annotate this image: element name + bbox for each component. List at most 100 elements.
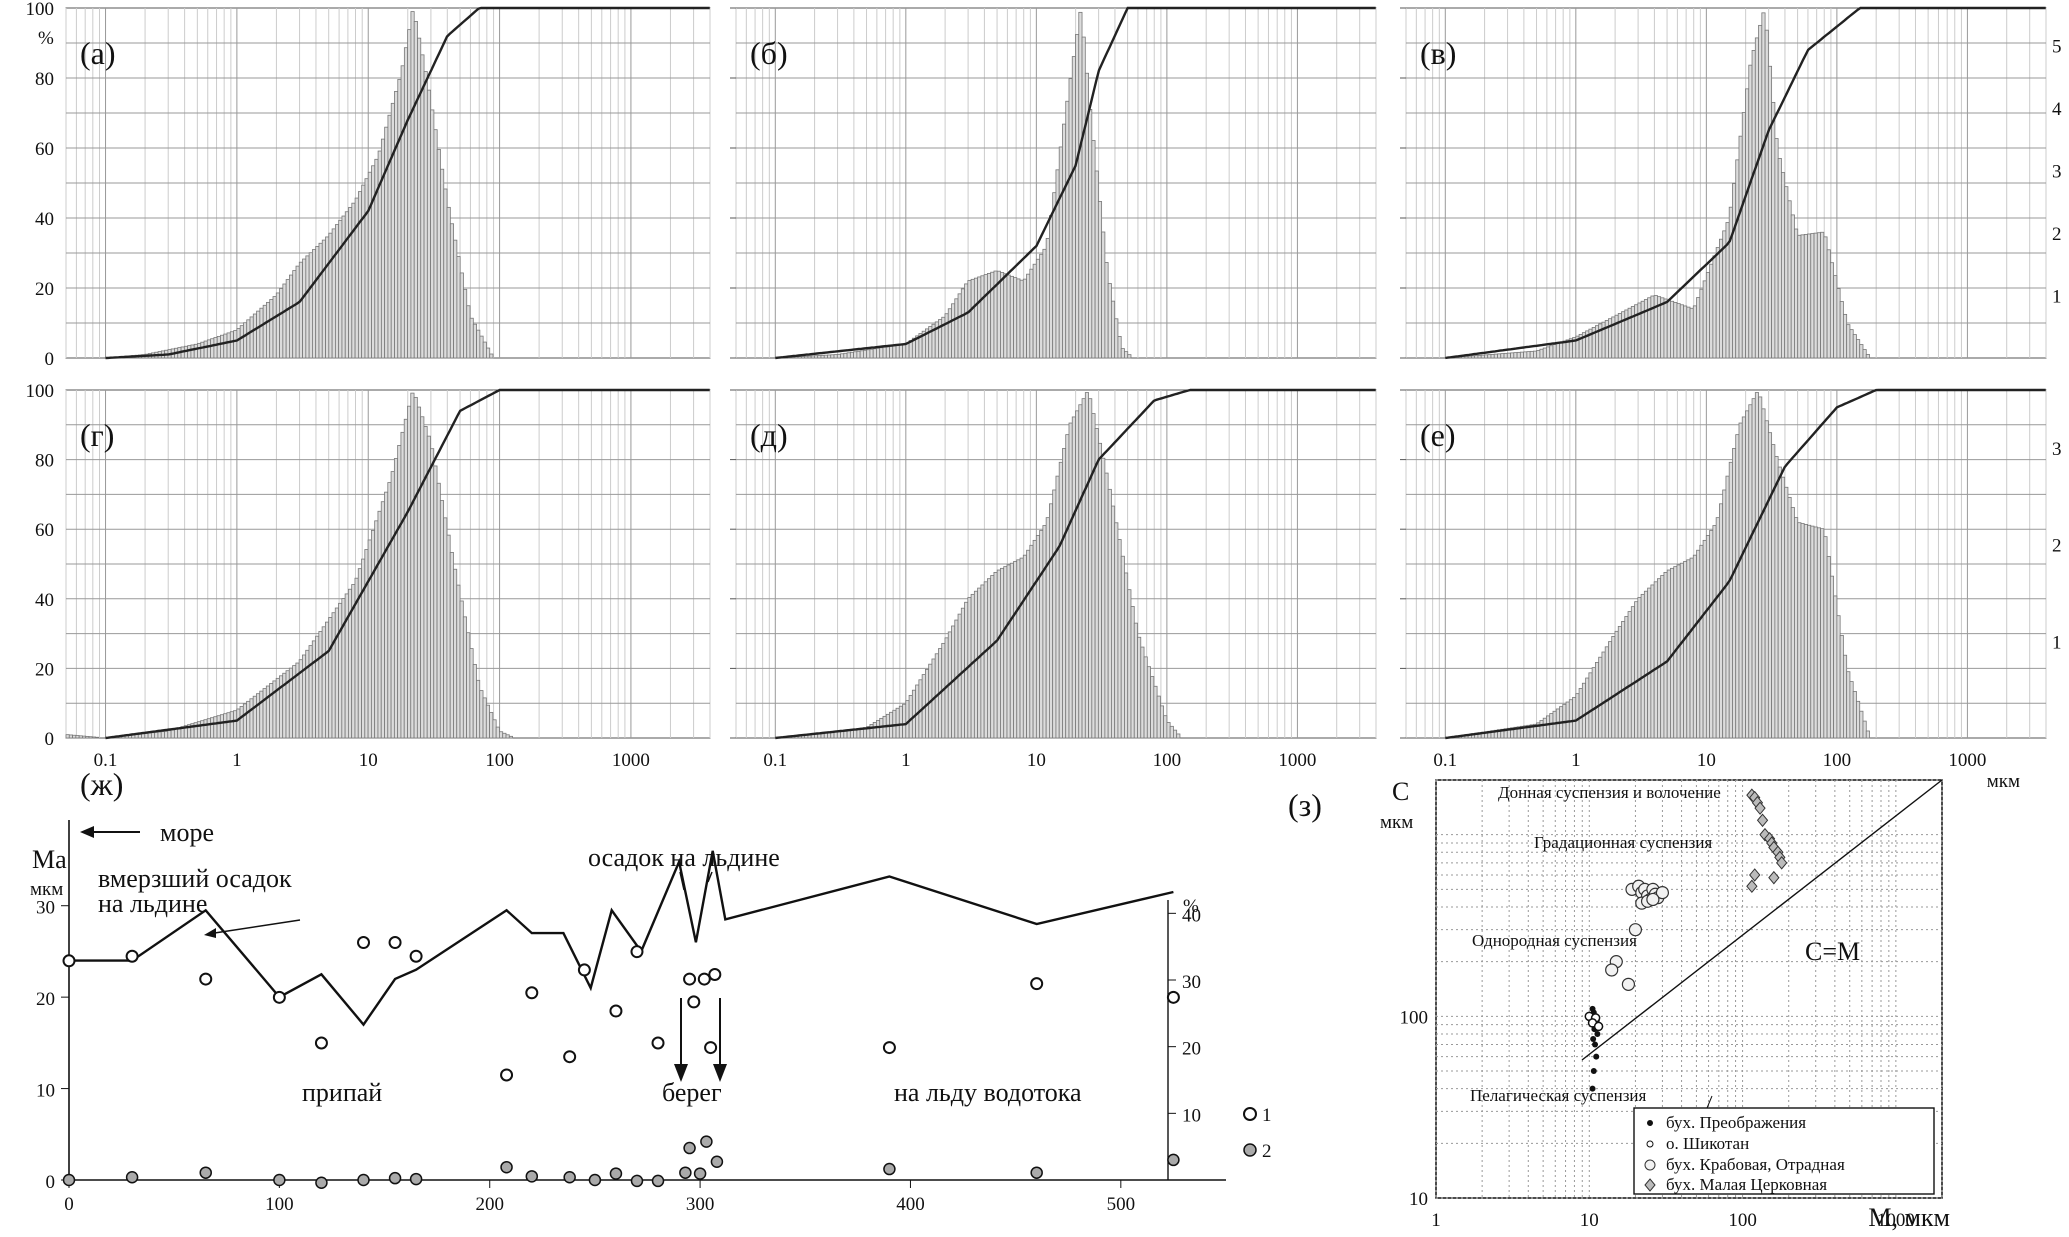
histogram-bar xyxy=(486,347,491,359)
histogram-bar xyxy=(1660,297,1665,359)
series-1-point xyxy=(882,1041,896,1055)
histogram-bar xyxy=(1829,262,1835,359)
histogram-bar xyxy=(361,184,366,359)
histogram-bar xyxy=(328,232,333,359)
histogram-panel: 0.1 1 10 100 1000 (д) xyxy=(730,388,1377,771)
x-tick-label: 1 xyxy=(232,750,242,771)
histogram-bar xyxy=(1852,691,1857,739)
histogram-bar xyxy=(1065,100,1070,359)
histogram-bar xyxy=(990,575,995,739)
histogram-bar xyxy=(1777,466,1782,739)
histogram-bar xyxy=(1637,597,1642,739)
histogram-bar xyxy=(239,325,244,359)
histogram-bar xyxy=(213,337,218,359)
histogram-bar xyxy=(505,734,510,739)
histogram-bar xyxy=(1614,630,1619,739)
histogram-bar xyxy=(1820,231,1825,359)
histogram-bar xyxy=(410,11,415,359)
histogram-bar xyxy=(1042,525,1047,739)
histogram-bar xyxy=(1748,404,1753,739)
histogram-bar xyxy=(1490,353,1495,359)
histogram-bar xyxy=(1670,300,1675,359)
histogram-bar xyxy=(449,223,455,359)
cm-point-preobrazheniya xyxy=(1589,1085,1596,1092)
histogram-bar xyxy=(1741,416,1746,739)
histogram-bar xyxy=(1807,233,1812,359)
histogram-bar xyxy=(1774,138,1779,359)
histogram-bar xyxy=(951,303,956,359)
histogram-bar xyxy=(1754,37,1759,359)
histogram-bar xyxy=(1826,556,1831,739)
cm-point-preobrazheniya xyxy=(1590,1068,1597,1075)
histogram-bar xyxy=(275,292,280,359)
histogram-bar xyxy=(1705,535,1711,739)
histogram-bar xyxy=(1859,344,1864,359)
histogram-bar xyxy=(1101,231,1106,359)
histogram-bar xyxy=(1529,350,1534,359)
legend-label: бух. Преображения xyxy=(1666,1113,1806,1132)
histogram-bar xyxy=(1735,159,1740,359)
histogram-bar xyxy=(203,340,208,359)
histogram-bar xyxy=(1173,729,1178,739)
histogram-bar xyxy=(252,313,257,359)
histogram-bar xyxy=(1627,611,1632,739)
series-2-point xyxy=(199,1166,212,1179)
histogram-bar xyxy=(262,688,267,739)
histogram-bar xyxy=(1516,351,1521,359)
histogram-bar xyxy=(1813,232,1818,359)
series-2-point xyxy=(563,1171,576,1184)
histogram-bar xyxy=(321,626,326,739)
histogram-bar xyxy=(476,329,481,359)
histogram-bar xyxy=(1764,420,1769,739)
histogram-bar xyxy=(453,568,458,739)
histogram-bar xyxy=(1784,486,1789,739)
histogram-bar xyxy=(1536,349,1541,359)
series-2-point xyxy=(588,1173,602,1187)
histogram-bar xyxy=(256,693,261,739)
x-tick-label: 1000 xyxy=(1948,750,1986,771)
histogram-bar xyxy=(1774,456,1779,739)
histogram-bar xyxy=(1467,355,1472,359)
histogram-bar xyxy=(1647,587,1652,739)
histogram-bar xyxy=(1761,12,1766,359)
histogram-bar xyxy=(1071,56,1076,359)
histogram-bar xyxy=(321,239,326,359)
histogram-bar xyxy=(830,354,835,359)
histogram-bar xyxy=(1640,593,1645,739)
histogram-bar xyxy=(1781,172,1786,359)
histogram-bar xyxy=(1676,303,1681,359)
histogram-bar xyxy=(338,602,343,739)
histogram-bar xyxy=(1751,50,1756,359)
cm-point-krabovaya xyxy=(1646,892,1660,907)
histogram-bar xyxy=(1078,404,1083,739)
y-axis-label: C xyxy=(1392,777,1409,806)
histogram-bar xyxy=(1049,503,1054,739)
cm-point-preobrazheniya xyxy=(1594,1030,1601,1037)
right-tick-label: 1 xyxy=(2052,632,2062,653)
histogram-bar xyxy=(1617,313,1622,359)
histogram-bar xyxy=(193,343,198,359)
series-1-point xyxy=(525,986,539,1000)
histogram-bar xyxy=(817,355,822,359)
histogram-bar xyxy=(1611,636,1616,739)
histogram-bar xyxy=(954,298,959,359)
histogram-bar xyxy=(334,607,339,739)
histogram-bar xyxy=(1705,272,1711,359)
annotation-leader xyxy=(679,871,685,891)
histogram-bar xyxy=(223,333,228,359)
y-tick-label: 40 xyxy=(35,209,54,230)
histogram-bar xyxy=(1692,554,1697,739)
histogram-bar xyxy=(1862,720,1867,739)
series-1-point xyxy=(630,945,644,959)
legend-marker xyxy=(1644,1159,1656,1171)
histogram-bar xyxy=(259,307,264,359)
histogram-bar xyxy=(977,587,982,739)
histogram-bar xyxy=(1803,524,1808,739)
histogram-bar xyxy=(1029,544,1034,739)
histogram-bar xyxy=(892,345,897,359)
legend-label-1: 1 xyxy=(1262,1105,1272,1126)
cm-point-shikotan xyxy=(1593,1021,1604,1032)
right-tick-label: 2 xyxy=(2052,224,2062,245)
histogram-bar xyxy=(1624,616,1629,739)
histogram-bar xyxy=(341,215,346,359)
